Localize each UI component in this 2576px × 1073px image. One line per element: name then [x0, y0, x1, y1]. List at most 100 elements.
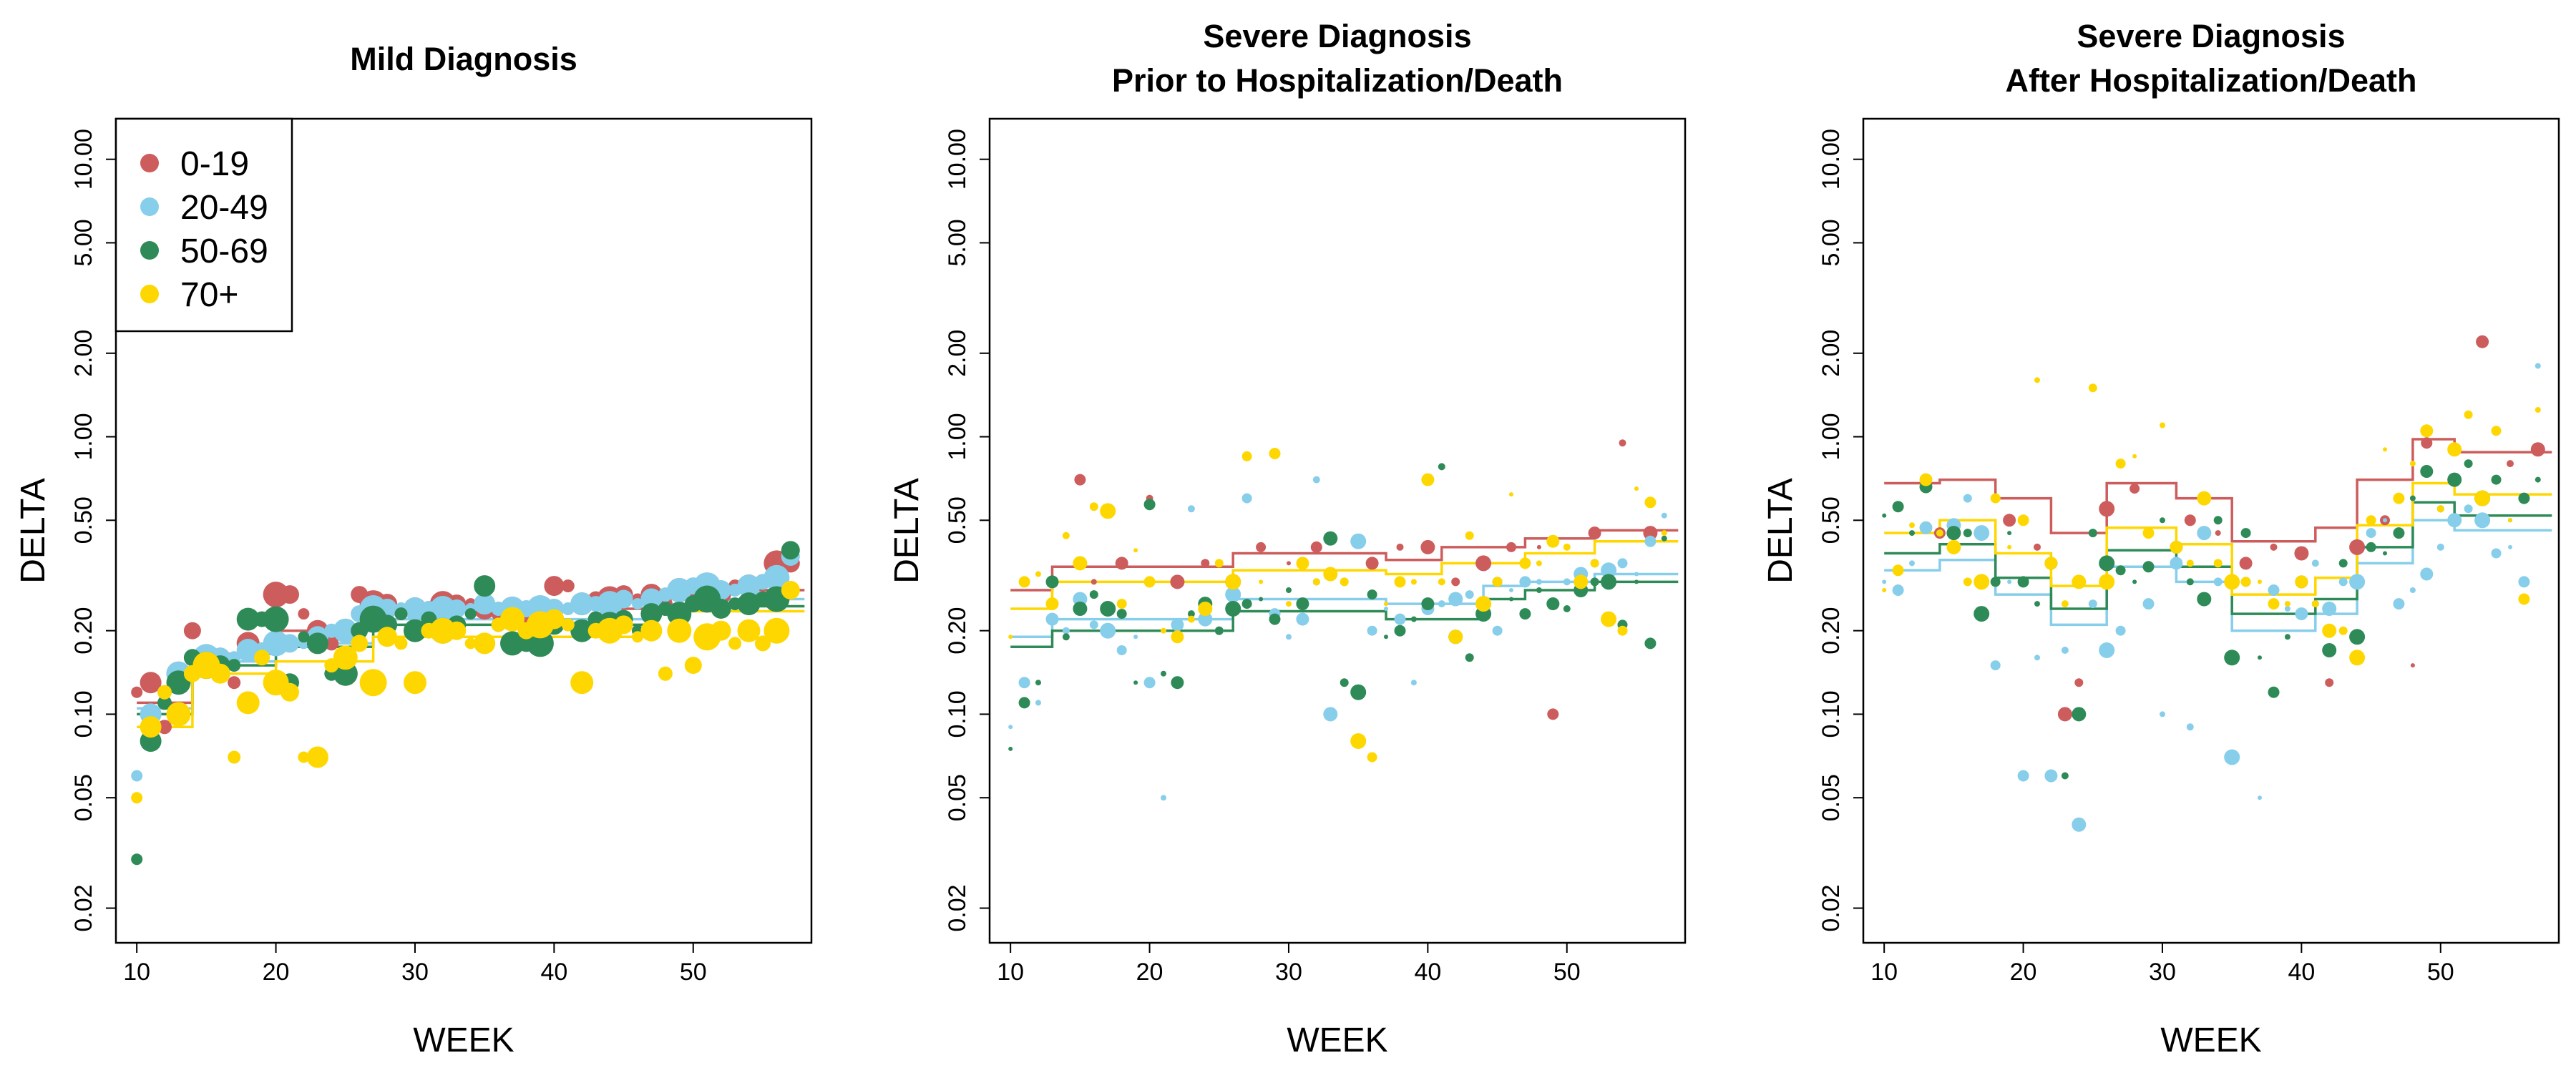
data-point-70+ — [2311, 600, 2319, 608]
data-point-20-49 — [614, 589, 633, 609]
data-point-70+ — [2007, 544, 2012, 549]
data-point-20-49 — [1198, 612, 1213, 627]
y-axis-label: DELTA — [888, 478, 926, 584]
data-point-70+ — [2491, 426, 2502, 436]
data-point-20-49 — [1350, 533, 1367, 549]
data-point-50-69 — [1536, 587, 1542, 593]
data-point-50-69 — [1384, 635, 1388, 640]
data-point-0-19 — [1256, 542, 1267, 552]
data-point-70+ — [763, 617, 790, 644]
data-point-50-69 — [2491, 474, 2502, 485]
data-point-0-19 — [2184, 514, 2196, 526]
data-point-50-69 — [1018, 697, 1030, 709]
y-tick-label: 2.00 — [70, 330, 97, 377]
data-point-70+ — [737, 619, 761, 642]
data-point-70+ — [2072, 574, 2087, 589]
data-point-70+ — [2160, 422, 2165, 428]
data-point-70+ — [2115, 459, 2126, 469]
data-point-70+ — [157, 685, 172, 700]
data-point-70+ — [2393, 492, 2405, 504]
data-point-70+ — [755, 635, 771, 652]
data-point-70+ — [1340, 577, 1349, 587]
data-point-20-49 — [1045, 612, 1059, 626]
data-point-70+ — [1161, 627, 1166, 634]
data-point-50-69 — [2088, 529, 2097, 538]
data-point-50-69 — [2349, 629, 2366, 645]
y-axis-label: DELTA — [1762, 478, 1800, 584]
data-point-70+ — [1574, 574, 1589, 589]
x-tick-label: 40 — [1414, 959, 1441, 986]
data-point-0-19 — [228, 676, 241, 690]
legend-marker — [140, 241, 159, 260]
data-point-70+ — [1062, 531, 1070, 539]
data-point-70+ — [210, 663, 230, 684]
data-point-50-69 — [2258, 655, 2262, 660]
y-tick-label: 5.00 — [1818, 219, 1845, 266]
data-point-50-69 — [1143, 499, 1156, 511]
data-point-20-49 — [2088, 599, 2097, 609]
plot-area — [1882, 335, 2552, 832]
data-point-50-69 — [1990, 577, 2001, 587]
data-point-20-49 — [2072, 817, 2087, 832]
data-point-70+ — [1546, 534, 1560, 548]
legend-label: 70+ — [180, 276, 238, 314]
data-point-70+ — [781, 581, 800, 599]
data-point-70+ — [306, 746, 328, 768]
data-point-70+ — [1882, 588, 1887, 592]
data-point-70+ — [2240, 577, 2251, 587]
data-point-0-19 — [1201, 559, 1210, 568]
x-tick-label: 30 — [2149, 959, 2176, 986]
data-point-70+ — [1296, 557, 1309, 570]
data-point-70+ — [359, 669, 387, 697]
data-point-20-49 — [2447, 513, 2462, 528]
panel-1: Mild Diagnosis WEEK DELTA 10 20 30 40 50 0.02 0.0… — [14, 41, 813, 1059]
fit-line-70+ — [1884, 481, 2552, 596]
data-point-0-19 — [2239, 557, 2253, 570]
data-point-70+ — [1116, 599, 1127, 609]
data-point-20-49 — [640, 588, 663, 610]
data-point-20-49 — [2258, 795, 2262, 800]
data-point-70+ — [1448, 629, 1463, 645]
data-point-20-49 — [1187, 505, 1195, 513]
data-point-70+ — [684, 657, 702, 675]
data-point-70+ — [2017, 514, 2029, 526]
data-point-0-19 — [1475, 555, 1492, 572]
data-point-20-49 — [1018, 677, 1030, 689]
x-tick-label: 50 — [680, 959, 707, 986]
y-tick-label: 0.50 — [1818, 496, 1845, 544]
x-tick-label: 10 — [123, 959, 150, 986]
data-point-50-69 — [1296, 597, 1309, 611]
data-point-70+ — [2061, 600, 2069, 608]
y-tick-label: 5.00 — [70, 219, 97, 266]
data-point-20-49 — [1644, 535, 1657, 547]
data-point-50-69 — [1241, 599, 1252, 609]
data-point-70+ — [2197, 491, 2212, 506]
y-tick-label: 0.10 — [944, 690, 971, 738]
data-point-20-49 — [2311, 559, 2319, 567]
data-point-20-49 — [2366, 528, 2376, 539]
data-point-50-69 — [236, 607, 260, 631]
data-point-50-69 — [2420, 465, 2434, 478]
data-point-50-69 — [1045, 575, 1059, 589]
data-point-70+ — [1519, 557, 1531, 569]
data-point-50-69 — [1133, 680, 1138, 685]
data-point-70+ — [1143, 576, 1156, 588]
data-point-0-19 — [2325, 678, 2334, 687]
data-point-0-19 — [1506, 542, 1516, 552]
data-point-70+ — [1269, 448, 1281, 459]
y-tick-label: 1.00 — [70, 413, 97, 460]
data-point-20-49 — [1909, 560, 1915, 567]
data-point-70+ — [561, 618, 575, 632]
data-point-20-49 — [404, 597, 426, 620]
chart-title: Severe Diagnosis — [1203, 18, 1471, 54]
data-point-50-69 — [2518, 492, 2530, 504]
data-point-70+ — [1634, 486, 1639, 491]
data-point-70+ — [2447, 442, 2462, 457]
data-point-0-19 — [1310, 541, 1322, 553]
data-point-20-49 — [2213, 577, 2223, 587]
data-point-70+ — [1133, 548, 1138, 553]
data-point-20-49 — [2268, 584, 2280, 596]
data-point-50-69 — [1116, 609, 1127, 619]
data-point-70+ — [2142, 527, 2155, 539]
data-point-20-49 — [2338, 577, 2348, 587]
